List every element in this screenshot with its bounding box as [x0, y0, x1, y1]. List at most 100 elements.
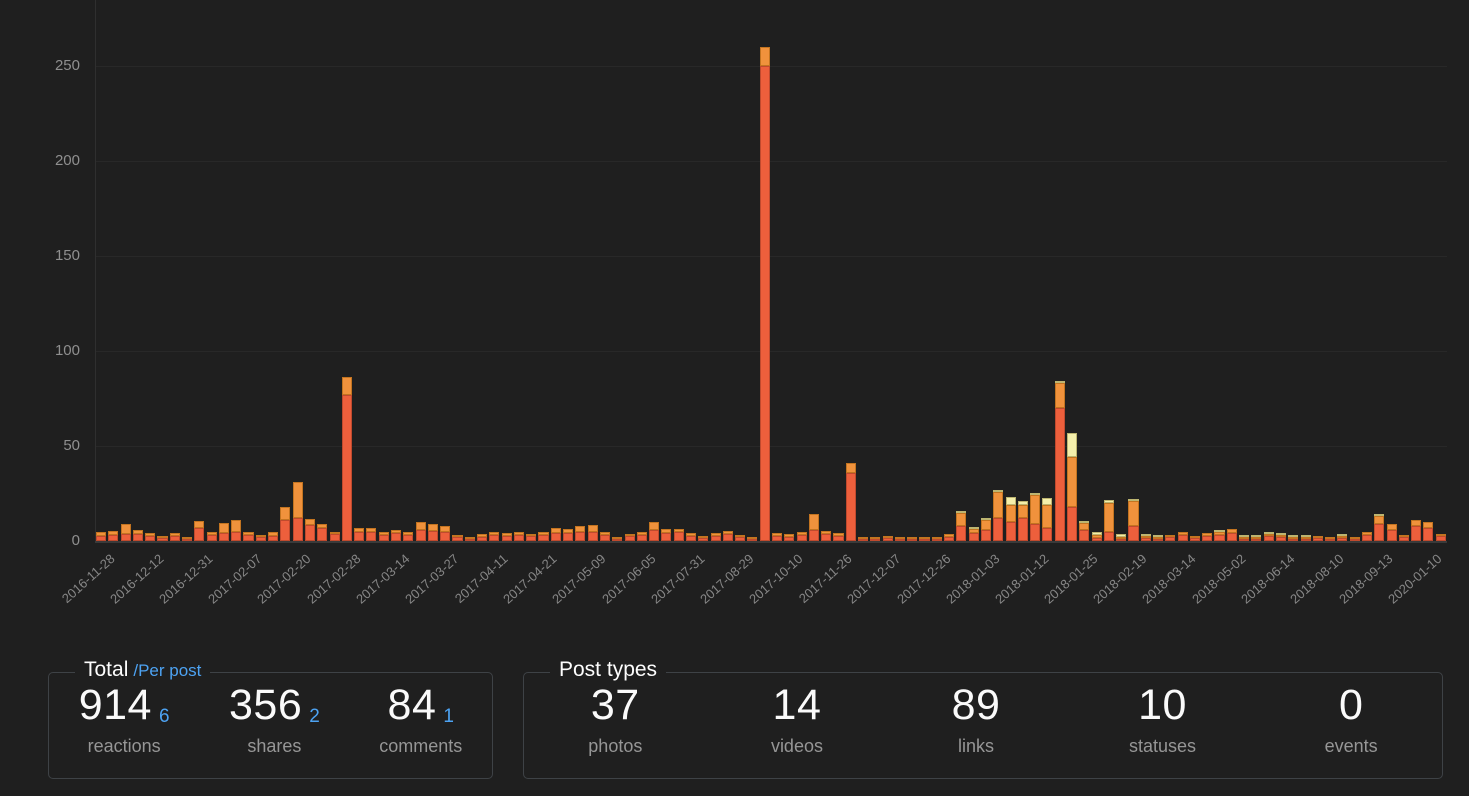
bar[interactable] [292, 482, 303, 541]
bar[interactable] [661, 528, 672, 541]
bar[interactable] [526, 534, 537, 541]
bar[interactable] [550, 527, 561, 541]
bar[interactable] [354, 527, 365, 541]
bar[interactable] [870, 537, 881, 541]
bar[interactable] [157, 536, 168, 541]
bar[interactable] [1263, 532, 1274, 541]
bar[interactable] [1165, 535, 1176, 541]
bar[interactable] [833, 533, 844, 541]
bar[interactable] [304, 519, 316, 541]
bar[interactable] [1386, 523, 1397, 541]
bar[interactable] [1239, 535, 1250, 541]
bar[interactable] [1226, 528, 1237, 541]
bar[interactable] [759, 47, 770, 541]
bar[interactable] [1361, 531, 1373, 541]
bar[interactable] [563, 528, 574, 541]
bar[interactable] [1103, 500, 1114, 541]
bar[interactable] [108, 530, 119, 541]
bar[interactable] [821, 530, 832, 541]
bar[interactable] [1030, 492, 1041, 541]
bar[interactable] [1177, 532, 1188, 541]
bar[interactable] [747, 536, 758, 541]
bar[interactable] [735, 535, 746, 541]
bar[interactable] [1128, 499, 1139, 541]
bar[interactable] [501, 533, 512, 541]
bar[interactable] [1054, 381, 1065, 541]
bar[interactable] [1288, 535, 1299, 541]
bar[interactable] [1251, 535, 1262, 541]
bar[interactable] [599, 532, 610, 541]
bar[interactable] [931, 537, 942, 541]
bar[interactable] [513, 531, 524, 541]
bar[interactable] [956, 510, 967, 541]
bar[interactable] [575, 525, 586, 541]
bar[interactable] [698, 536, 709, 541]
bar[interactable] [685, 533, 697, 541]
bar[interactable] [1374, 514, 1385, 541]
bar[interactable] [673, 528, 684, 541]
bar[interactable] [907, 537, 918, 541]
bar[interactable] [980, 518, 992, 541]
bar[interactable] [1042, 498, 1053, 541]
bar[interactable] [919, 537, 930, 541]
bar[interactable] [993, 489, 1004, 541]
bar[interactable] [1398, 535, 1409, 541]
bar[interactable] [1349, 537, 1360, 541]
bar[interactable] [169, 533, 180, 541]
bar[interactable] [808, 514, 819, 541]
bar[interactable] [710, 533, 721, 541]
bar[interactable] [1066, 432, 1078, 541]
bar[interactable] [1275, 533, 1286, 541]
bar[interactable] [1017, 501, 1028, 541]
bar[interactable] [366, 527, 377, 541]
bar[interactable] [182, 537, 193, 541]
bar[interactable] [944, 534, 955, 541]
bar[interactable] [96, 532, 107, 541]
bar[interactable] [329, 532, 340, 541]
bar[interactable] [1189, 536, 1200, 541]
bar[interactable] [341, 376, 352, 541]
bar[interactable] [403, 532, 414, 541]
bar[interactable] [132, 529, 143, 541]
bar[interactable] [280, 506, 291, 541]
bar[interactable] [1411, 520, 1422, 541]
bar[interactable] [649, 522, 660, 541]
bar[interactable] [390, 529, 402, 541]
bar[interactable] [378, 532, 389, 541]
bar[interactable] [206, 532, 217, 541]
bar[interactable] [218, 522, 229, 541]
bar[interactable] [1312, 536, 1323, 541]
bar[interactable] [968, 526, 979, 541]
bar[interactable] [1300, 535, 1311, 541]
bar[interactable] [477, 534, 488, 541]
bar[interactable] [1435, 534, 1446, 541]
bar[interactable] [772, 533, 783, 541]
bar[interactable] [427, 523, 438, 541]
bar[interactable] [858, 537, 869, 541]
bar[interactable] [255, 535, 266, 541]
bar[interactable] [538, 532, 549, 541]
bar[interactable] [624, 534, 635, 541]
bar[interactable] [145, 533, 156, 541]
bar[interactable] [1079, 520, 1090, 541]
bar[interactable] [194, 521, 205, 541]
bar[interactable] [636, 531, 647, 541]
bar[interactable] [440, 525, 451, 541]
bar[interactable] [489, 531, 500, 541]
bar[interactable] [612, 537, 623, 541]
per-post-toggle[interactable]: /Per post [133, 661, 202, 680]
bar[interactable] [1140, 534, 1151, 541]
bar[interactable] [268, 532, 279, 541]
bar[interactable] [1153, 535, 1164, 541]
bar[interactable] [464, 537, 475, 541]
bar[interactable] [1116, 534, 1127, 541]
bar[interactable] [845, 463, 856, 541]
bar[interactable] [415, 522, 426, 541]
bar[interactable] [1423, 522, 1434, 541]
bar[interactable] [722, 530, 733, 541]
bar[interactable] [882, 536, 893, 541]
bar[interactable] [317, 523, 328, 541]
bar[interactable] [1337, 534, 1348, 541]
bar[interactable] [1214, 529, 1225, 541]
bar[interactable] [243, 531, 254, 541]
